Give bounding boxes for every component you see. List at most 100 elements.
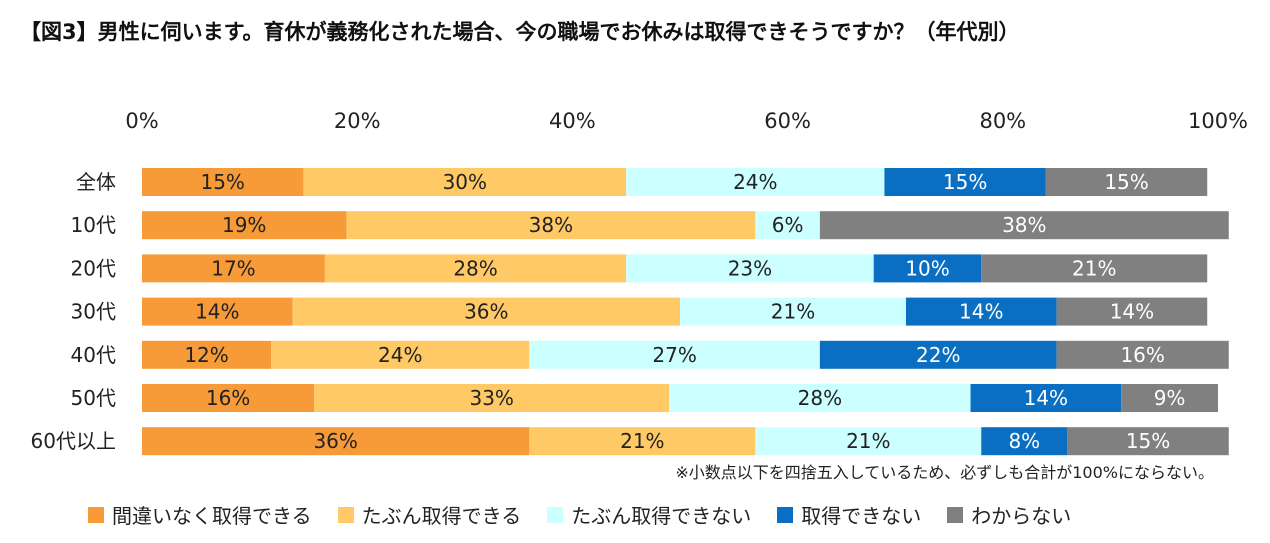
data-label: 14%: [959, 300, 1003, 324]
rounding-note: ※小数点以下を四捨五入しているため、必ずしも合計が100%にならない。: [675, 463, 1214, 482]
data-label: 33%: [469, 386, 513, 410]
x-tick-label: 80%: [979, 109, 1026, 133]
bar-segment: [626, 168, 885, 196]
bar-segment: [142, 340, 272, 369]
bar-segment: [142, 168, 304, 196]
data-label: 15%: [200, 170, 244, 194]
category-label: 全体: [76, 170, 116, 194]
data-label: 14%: [1110, 300, 1154, 324]
data-label: 14%: [195, 300, 239, 324]
bar-segment: [142, 254, 325, 283]
chart-legend: 間違いなく取得できる たぶん取得できる たぶん取得できない 取得できない わからない: [88, 500, 1071, 529]
data-label: 15%: [943, 170, 987, 194]
legend-label: たぶん取得できない: [571, 504, 752, 528]
bar-segment: [873, 254, 982, 283]
x-tick-label: 100%: [1188, 109, 1248, 133]
bar-segment: [970, 384, 1122, 412]
data-label: 36%: [464, 300, 508, 324]
legend-swatch: [777, 506, 794, 523]
data-label: 24%: [378, 343, 422, 367]
data-label: 6%: [772, 213, 804, 237]
bar-segment: [324, 254, 627, 283]
data-label: 38%: [1002, 213, 1046, 237]
bar-segment: [1056, 340, 1229, 369]
legend-swatch: [88, 506, 104, 523]
category-label: 40代: [71, 343, 116, 367]
legend-item: たぶん取得できる: [337, 500, 522, 529]
bar-segment: [346, 211, 756, 240]
bar-segment: [529, 340, 820, 369]
bar-segment: [314, 384, 670, 412]
data-label: 21%: [620, 429, 664, 453]
legend-label: たぶん取得できる: [361, 504, 522, 528]
legend-swatch: [337, 506, 354, 523]
legend-item: たぶん取得できない: [547, 500, 751, 529]
data-label: 10%: [905, 256, 949, 280]
x-tick-label: 40%: [549, 109, 596, 133]
bar-segment: [819, 340, 1057, 369]
bar-segment: [755, 427, 982, 456]
data-label: 16%: [1120, 343, 1164, 367]
bar-segment: [303, 168, 627, 196]
bar-segment: [755, 211, 820, 240]
data-label: 30%: [443, 170, 487, 194]
bar-segment: [1121, 384, 1218, 412]
legend-item: 取得できない: [777, 500, 921, 529]
legend-label: 間違いなく取得できる: [112, 504, 312, 528]
bar-segment: [142, 211, 347, 240]
bar-segment: [981, 254, 1208, 283]
legend-label: 取得できない: [801, 504, 922, 528]
bar-segment: [981, 427, 1068, 456]
x-tick-label: 0%: [125, 109, 158, 133]
category-label: 20代: [71, 256, 116, 280]
data-label: 38%: [529, 213, 573, 237]
category-label: 60代以上: [31, 429, 116, 453]
data-label: 22%: [916, 343, 960, 367]
legend-label: わからない: [971, 504, 1072, 528]
data-label: 21%: [1072, 256, 1116, 280]
data-label: 23%: [728, 256, 772, 280]
data-label: 15%: [1126, 429, 1170, 453]
data-label: 36%: [313, 429, 357, 453]
data-label: 15%: [1104, 170, 1148, 194]
data-label: 28%: [453, 256, 497, 280]
data-label: 27%: [652, 343, 696, 367]
bar-segment: [680, 297, 906, 326]
category-label: 10代: [71, 213, 116, 237]
data-label: 14%: [1024, 386, 1068, 410]
bar-segment: [1067, 427, 1229, 456]
bar-segment: [669, 384, 971, 412]
bar-segment: [529, 427, 756, 456]
chart-title: 【図3】男性に伺います。育休が義務化された場合、今の職場でお休みは取得できそうで…: [20, 20, 1020, 44]
bar-segment: [626, 254, 874, 283]
category-label: 30代: [71, 300, 116, 324]
data-label: 21%: [771, 300, 815, 324]
x-tick-label: 60%: [764, 109, 811, 133]
legend-item: 間違いなく取得できる: [88, 500, 312, 529]
bar-segment: [1056, 297, 1208, 326]
x-tick-label: 20%: [334, 109, 381, 133]
data-label: 12%: [184, 343, 228, 367]
bar-segment: [142, 297, 293, 326]
bar-segment: [819, 211, 1229, 240]
bar-segment: [1045, 168, 1208, 196]
bar-segment: [884, 168, 1046, 196]
bar-segment: [292, 297, 680, 326]
bar-segment: [142, 427, 530, 456]
data-label: 28%: [798, 386, 842, 410]
legend-item: わからない: [947, 500, 1071, 529]
data-label: 9%: [1154, 386, 1186, 410]
data-label: 24%: [733, 170, 777, 194]
data-label: 17%: [211, 256, 255, 280]
bar-segment: [142, 384, 315, 412]
data-label: 19%: [222, 213, 266, 237]
data-label: 8%: [1008, 429, 1040, 453]
bar-segment: [905, 297, 1057, 326]
category-label: 50代: [71, 386, 116, 410]
bar-segment: [271, 340, 530, 369]
data-label: 21%: [846, 429, 890, 453]
legend-swatch: [947, 506, 964, 523]
legend-swatch: [547, 506, 564, 523]
data-label: 16%: [206, 386, 250, 410]
